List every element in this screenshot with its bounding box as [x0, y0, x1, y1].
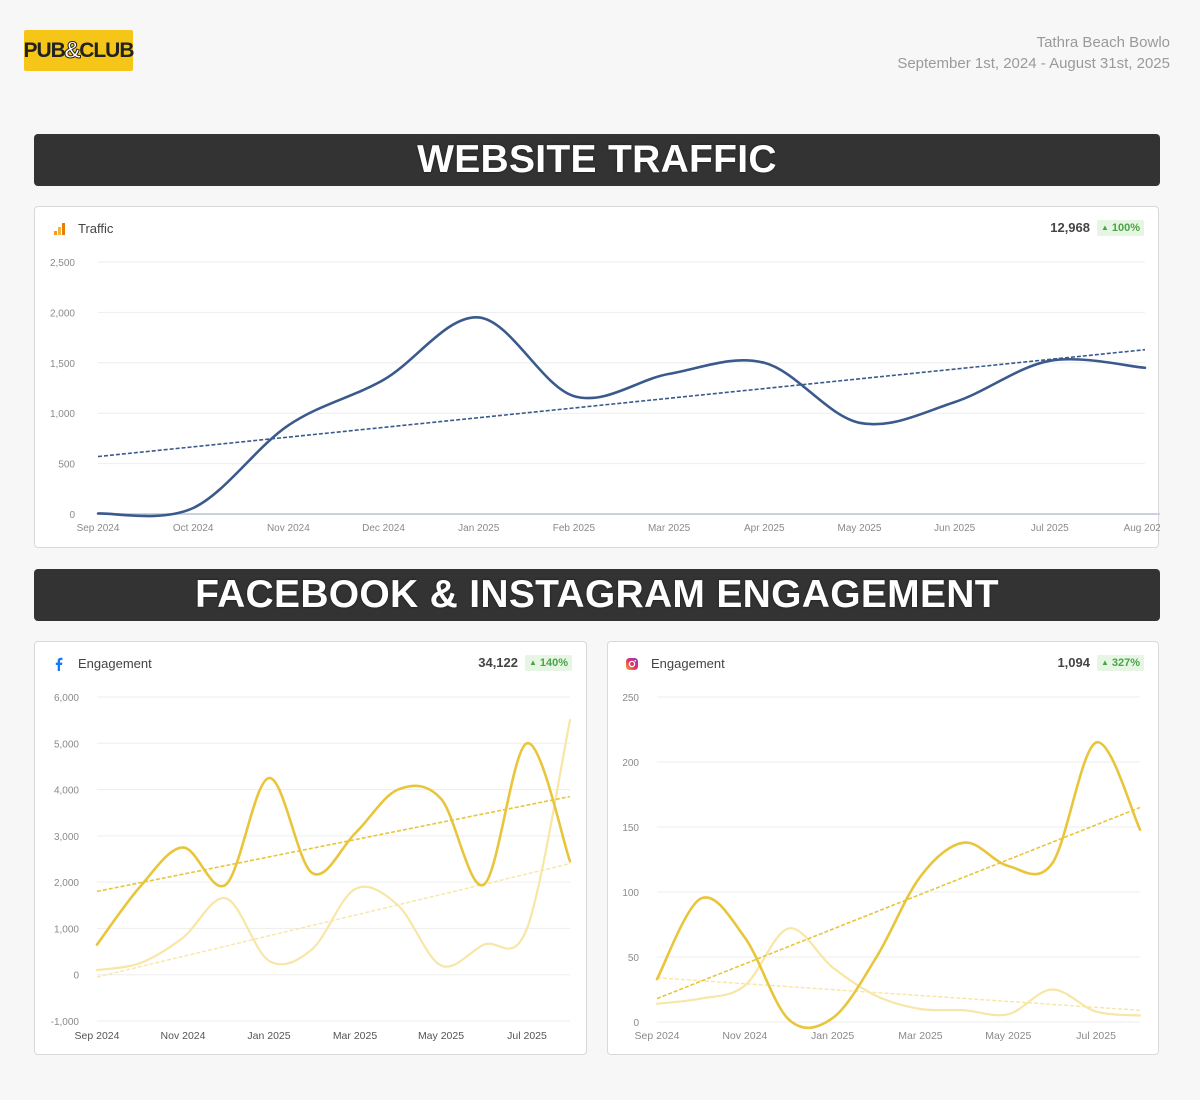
traffic-total: 12,968	[1050, 220, 1090, 235]
facebook-total: 34,122	[478, 655, 518, 670]
y-tick-label: 1,000	[54, 924, 79, 935]
y-tick-label: 200	[622, 758, 639, 769]
x-tick-label: Jun 2025	[934, 523, 976, 534]
facebook-card-title: Engagement	[78, 656, 152, 671]
instagram-change-value: 327%	[1111, 657, 1140, 669]
x-tick-label: Dec 2024	[362, 523, 405, 534]
traffic-card-title: Traffic	[78, 221, 114, 236]
instagram-card: Engagement 1,094 ▲ 327% 0 50 100 150 200 250 Se…	[607, 641, 1159, 1055]
y-tick-label: 5,000	[54, 739, 79, 750]
y-tick-label: 150	[622, 823, 639, 834]
trend-line	[97, 348, 1146, 458]
pub-club-logo: PUB & CLUB	[23, 30, 135, 71]
instagram-engagement-chart: 0 50 100 150 200 250 Sep 2024 Nov 2024 Jan 2025 M…	[622, 693, 1142, 1042]
y-tick-label: 1,500	[50, 359, 75, 370]
series-line-primary	[95, 742, 572, 946]
x-tick-label: Sep 2024	[77, 523, 120, 534]
x-tick-label: Nov 2024	[161, 1030, 206, 1042]
y-tick-label: 2,500	[50, 258, 75, 269]
x-tick-label: May 2025	[837, 523, 881, 534]
series-line-primary	[655, 741, 1142, 1029]
traffic-line-chart: 0 500 1,000 1,500 2,000 2,500 Sep 2024 Oct 2024…	[50, 258, 1160, 534]
y-tick-label: 50	[628, 953, 640, 964]
x-tick-label: Jan 2025	[458, 523, 500, 534]
y-tick-label: 1,000	[50, 409, 75, 420]
venue-name: Tathra Beach Bowlo	[1036, 34, 1170, 51]
y-tick-label: 2,000	[50, 308, 75, 319]
trend-line	[96, 795, 571, 893]
trend-line	[656, 806, 1141, 1000]
y-tick-label: -1,000	[51, 1017, 80, 1028]
analytics-bar-icon	[54, 223, 65, 235]
y-tick-label: 6,000	[54, 693, 79, 704]
section-title-website: WEBSITE TRAFFIC	[417, 138, 777, 181]
x-tick-label: Oct 2024	[173, 523, 214, 534]
x-tick-label: Nov 2024	[267, 523, 310, 534]
x-tick-label: Nov 2024	[722, 1030, 767, 1042]
y-tick-label: 2,000	[54, 878, 79, 889]
traffic-change-value: 100%	[1111, 222, 1140, 234]
facebook-card: Engagement 34,122 ▲ 140% -1,000 0 1,000 2,00…	[34, 641, 587, 1055]
facebook-engagement-chart: -1,000 0 1,000 2,000 3,000 4,000 5,000 6,000 Sep…	[51, 693, 572, 1042]
y-tick-label: 500	[58, 460, 75, 471]
x-tick-label: Jul 2025	[507, 1030, 547, 1042]
instagram-icon	[626, 658, 638, 670]
traffic-change-badge: ▲ 100%	[1096, 220, 1144, 236]
trend-line	[656, 977, 1141, 1011]
facebook-icon	[55, 657, 63, 671]
facebook-change-badge: ▲ 140%	[524, 655, 572, 671]
x-tick-label: Feb 2025	[553, 523, 596, 534]
facebook-change-value: 140%	[539, 657, 568, 669]
y-tick-label: 250	[622, 693, 639, 704]
date-range: September 1st, 2024 - August 31st, 2025	[897, 55, 1170, 72]
trend-line	[96, 862, 571, 978]
y-tick-label: 3,000	[54, 832, 79, 843]
instagram-card-title: Engagement	[651, 656, 725, 671]
x-tick-label: Jul 2025	[1031, 523, 1069, 534]
y-tick-label: 100	[622, 888, 639, 899]
x-tick-label: May 2025	[985, 1030, 1031, 1042]
x-tick-label: Jan 2025	[811, 1030, 854, 1042]
x-tick-label: Apr 2025	[744, 523, 785, 534]
report-meta: Tathra Beach Bowlo September 1st, 2024 -…	[897, 32, 1170, 74]
x-tick-label: Sep 2024	[635, 1030, 680, 1042]
y-tick-label: 4,000	[54, 786, 79, 797]
x-tick-label: Aug 2025	[1124, 523, 1160, 534]
x-tick-label: Mar 2025	[898, 1030, 943, 1042]
traffic-card: Traffic 12,968 ▲ 100% 0 500 1,000 1,500 2,000…	[34, 206, 1160, 548]
x-tick-label: Jul 2025	[1076, 1030, 1116, 1042]
x-tick-label: Jan 2025	[247, 1030, 290, 1042]
y-tick-label: 0	[633, 1018, 639, 1029]
y-tick-label: 0	[73, 971, 79, 982]
x-tick-label: May 2025	[418, 1030, 464, 1042]
logo-ampersand: &	[63, 36, 81, 64]
section-title-social: FACEBOOK & INSTAGRAM ENGAGEMENT	[195, 573, 999, 616]
logo-text-right: CLUB	[79, 38, 134, 62]
series-line-secondary	[95, 719, 572, 972]
social-engagement-banner: FACEBOOK & INSTAGRAM ENGAGEMENT	[34, 569, 1160, 621]
x-tick-label: Mar 2025	[648, 523, 691, 534]
series-line-secondary	[655, 927, 1142, 1017]
website-traffic-banner: WEBSITE TRAFFIC	[34, 134, 1160, 186]
instagram-total: 1,094	[1057, 655, 1090, 670]
x-tick-label: Mar 2025	[333, 1030, 378, 1042]
instagram-change-badge: ▲ 327%	[1096, 655, 1144, 671]
y-tick-label: 0	[69, 510, 75, 521]
logo-text-left: PUB	[23, 38, 66, 62]
x-tick-label: Sep 2024	[75, 1030, 120, 1042]
series-line-primary	[96, 316, 1147, 518]
